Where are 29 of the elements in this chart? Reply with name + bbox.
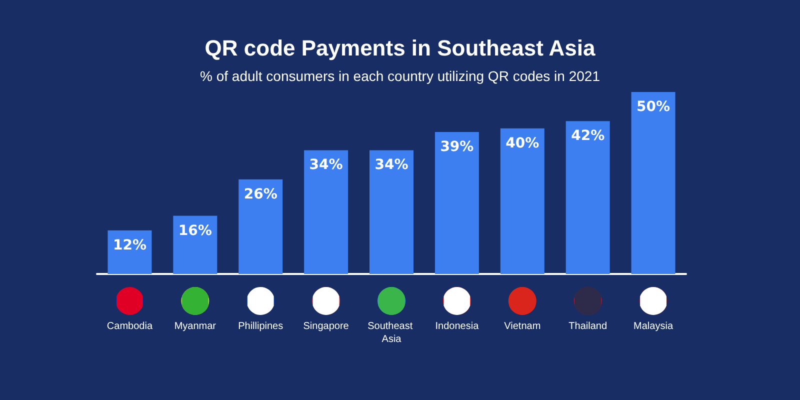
bar (370, 150, 414, 274)
bar (500, 128, 544, 274)
bar (566, 121, 610, 274)
x-tick-label: Vietnam (504, 321, 541, 332)
x-tick-label: Thailand (568, 321, 608, 332)
data-label: 26% (244, 186, 278, 202)
bar (434, 132, 479, 274)
bar (108, 230, 152, 274)
data-label: 34% (374, 157, 408, 174)
bar (173, 216, 218, 274)
x-tick-label: Indonesia (435, 321, 480, 332)
chart-subtitle: % of adult consumers in each country utilizing QR codes in 2021 (200, 68, 600, 84)
data-label: 12% (112, 237, 146, 254)
x-tick-label: Cambodia (106, 321, 153, 332)
data-label: 50% (636, 99, 670, 115)
data-label: 42% (571, 128, 605, 144)
x-tick-label: Phillipines (238, 321, 284, 332)
x-tick-label: Singapore (303, 321, 350, 332)
x-tick-label: Malaysia (634, 321, 674, 332)
data-label: 40% (506, 135, 540, 152)
x-tick-label: Southeast Asia (368, 321, 416, 345)
bar (304, 150, 348, 274)
x-tick-label: Myanmar (174, 321, 217, 332)
data-label: 16% (178, 222, 212, 239)
data-label: 34% (309, 157, 343, 174)
bar (631, 92, 676, 274)
chart-title: QR code Payments in Southeast Asia (204, 36, 596, 60)
bar (238, 179, 283, 274)
data-label: 39% (440, 139, 474, 156)
